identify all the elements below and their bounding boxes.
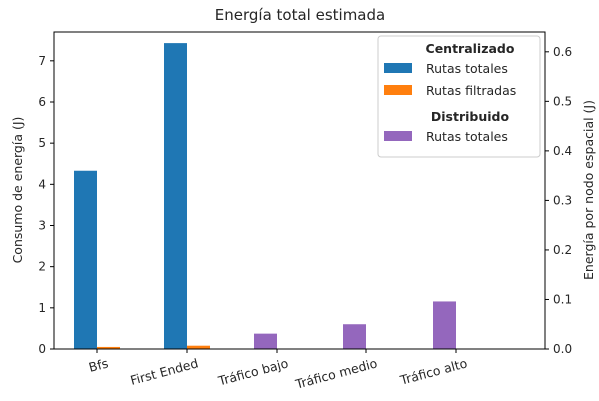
left-tick-label: 2 [38,260,46,274]
legend-swatch [384,63,412,73]
left-axis-label: Consumo de energía (J) [10,117,25,264]
legend-swatch [384,85,412,95]
legend: Centralizado Rutas totales Rutas filtradas… [377,35,541,158]
bar-centralizado-rutas-totales-1 [164,43,187,349]
left-tick-label: 6 [38,95,46,109]
legend-box [377,35,541,158]
legend-label: Rutas totales [426,129,508,144]
x-tick-label: Tráfico medio [293,355,379,391]
left-tick-label: 7 [38,54,46,68]
bar-distribuido-rutas-totales-3 [343,324,366,349]
right-axis: 0.0 0.1 0.2 0.3 0.4 0.5 0.6 [545,45,572,356]
left-axis: 0 1 2 3 4 5 6 7 [38,54,54,356]
x-tick-label: Tráfico alto [398,355,469,388]
legend-heading: Distribuido [431,109,510,124]
legend-label: Rutas filtradas [426,83,516,98]
right-tick-label: 0.2 [553,243,572,257]
bar-centralizado-rutas-filtradas-0 [97,346,120,349]
right-tick-label: 0.5 [553,94,572,108]
bar-distribuido-rutas-totales-4 [433,301,456,349]
left-tick-label: 1 [38,301,46,315]
left-tick-label: 4 [38,177,46,191]
right-tick-label: 0.1 [553,292,572,306]
left-tick-label: 3 [38,218,46,232]
x-axis: Bfs First Ended Tráfico bajo Tráfico medio T… [87,349,469,392]
left-tick-label: 0 [38,342,46,356]
left-tick-label: 5 [38,136,46,150]
right-tick-label: 0.6 [553,45,572,59]
bars-layer [74,43,456,349]
right-tick-label: 0.4 [553,144,572,158]
plot-frame [53,31,546,350]
bar-centralizado-rutas-totales-0 [74,170,97,349]
right-tick-label: 0.0 [553,342,572,356]
right-tick-label: 0.3 [553,193,572,207]
chart-title: Energía total estimada [215,6,385,24]
x-tick-label: Bfs [87,355,110,375]
x-tick-label: Tráfico bajo [216,355,290,388]
bar-distribuido-rutas-totales-2 [254,333,277,349]
legend-heading: Centralizado [426,41,515,56]
right-axis-label: Energía por nodo espacial (J) [581,100,596,280]
legend-swatch [384,131,412,141]
x-tick-label: First Ended [129,355,200,388]
legend-label: Rutas totales [426,61,508,76]
bar-centralizado-rutas-filtradas-1 [187,345,210,349]
